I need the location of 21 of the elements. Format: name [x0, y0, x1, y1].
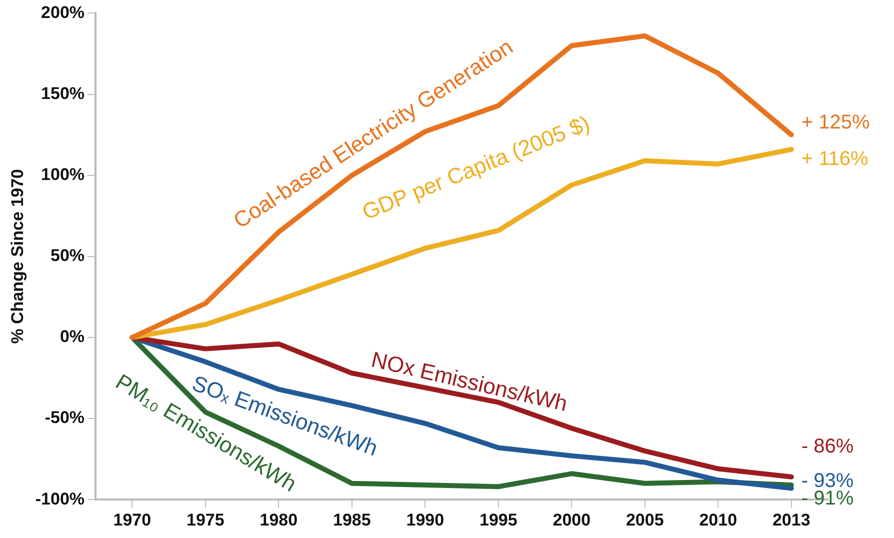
y-tick-label: -100% [35, 489, 85, 508]
x-tick-label: 2013 [772, 510, 810, 530]
x-tick-label: 2005 [626, 510, 664, 530]
x-tick-label: 1980 [260, 510, 298, 530]
y-tick-label: 200% [41, 2, 85, 22]
x-tick-label: 1975 [186, 510, 224, 530]
data-label: + 116% [801, 148, 868, 170]
x-tick-label: 1995 [479, 510, 518, 530]
x-tick-label: 2010 [699, 510, 738, 530]
data-label: + 125% [801, 111, 870, 134]
y-tick-label: -50% [44, 408, 85, 428]
x-tick-label: 1985 [332, 510, 371, 530]
y-tick-label: 150% [41, 84, 85, 103]
y-tick-label: 100% [41, 165, 85, 184]
x-tick-label: 2000 [552, 510, 591, 530]
y-axis-title: % Change Since 1970 [8, 168, 27, 344]
data-label: - 86% [801, 435, 854, 458]
x-tick-label: 1970 [113, 510, 152, 530]
y-tick-label: 50% [50, 246, 85, 266]
y-tick-label: 0% [60, 327, 85, 346]
x-tick-label: 1990 [406, 510, 444, 530]
